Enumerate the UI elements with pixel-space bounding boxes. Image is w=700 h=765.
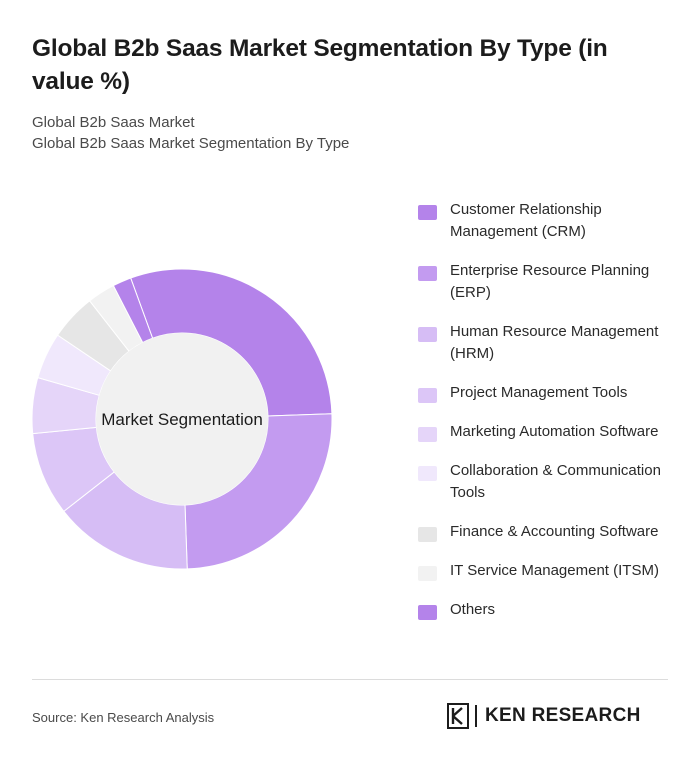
legend-swatch [418,205,437,220]
legend-item[interactable]: Collaboration & Communication Tools [418,460,680,504]
legend-item[interactable]: Customer Relationship Management (CRM) [418,199,680,243]
brand-name: KEN RESEARCH [485,705,641,726]
legend-item[interactable]: Others [418,599,680,621]
breadcrumb-market: Global B2b Saas Market [32,114,195,131]
source-note: Source: Ken Research Analysis [32,710,215,725]
center-label: Market Segmentation [101,410,263,429]
breadcrumb-segmentation: Global B2b Saas Market Segmentation By T… [32,135,350,152]
legend-swatch [418,605,437,620]
brand-logo: KEN RESEARCH [447,703,641,729]
chart-title: Global B2b Saas Market Segmentation By T… [32,35,608,95]
legend-label: Enterprise Resource Planning (ERP) [450,262,650,301]
legend-label: Collaboration & Communication Tools [450,462,661,501]
chart-legend: Customer Relationship Management (CRM) En… [418,199,680,638]
donut-slice[interactable] [184,413,333,570]
footer-divider [32,679,668,680]
legend-label: Marketing Automation Software [450,423,659,440]
legend-label: Customer Relationship Management (CRM) [450,201,602,240]
legend-label: Others [450,601,496,618]
legend-label: Project Management Tools [450,384,628,401]
legend-label: Human Resource Management (HRM) [450,323,659,362]
legend-swatch [418,466,437,481]
legend-swatch [418,327,437,342]
legend-swatch [418,427,437,442]
legend-swatch [418,527,437,542]
legend-item[interactable]: IT Service Management (ITSM) [418,560,680,582]
legend-label: Finance & Accounting Software [450,523,659,540]
donut-center [96,333,268,505]
donut-chart: Market Segmentation [0,250,370,590]
donut-chart-svg: Market Segmentation [31,268,333,570]
legend-swatch [418,388,437,403]
legend-label: IT Service Management (ITSM) [450,562,659,579]
legend-swatch [418,266,437,281]
legend-item[interactable]: Finance & Accounting Software [418,521,680,543]
legend-item[interactable]: Marketing Automation Software [418,421,680,443]
brand-separator [475,705,477,727]
legend-swatch [418,566,437,581]
legend-item[interactable]: Project Management Tools [418,382,680,404]
legend-item[interactable]: Enterprise Resource Planning (ERP) [418,260,680,304]
legend-item[interactable]: Human Resource Management (HRM) [418,321,680,365]
ken-research-logo-icon [447,703,469,729]
